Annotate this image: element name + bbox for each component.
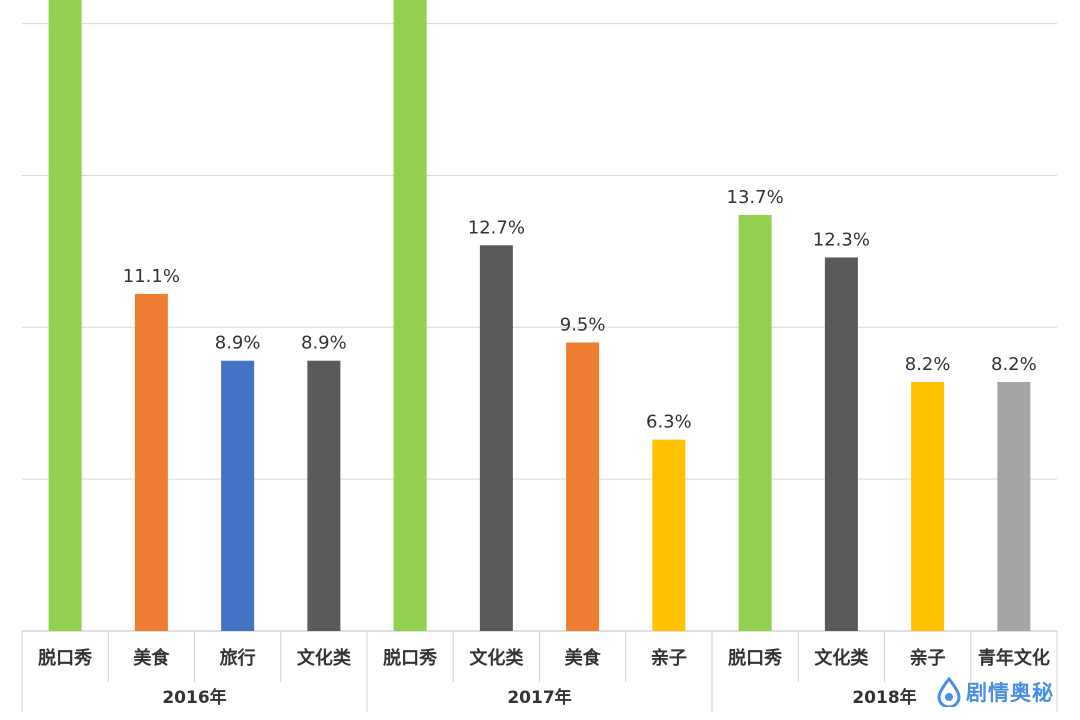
bar — [393, 0, 427, 632]
category-tick-label: 亲子 — [651, 647, 687, 669]
bar — [824, 257, 858, 631]
drop-logo-icon — [937, 677, 961, 707]
category-tick-label: 美食 — [565, 647, 602, 669]
bar — [134, 293, 168, 631]
data-label: 8.2% — [991, 354, 1037, 375]
category-tick-label: 脱口秀 — [728, 647, 782, 669]
group-tick-label: 2016年 — [162, 687, 226, 708]
data-label: 12.7% — [468, 217, 525, 238]
bar — [48, 0, 82, 632]
bar — [566, 342, 600, 631]
bar — [307, 360, 341, 631]
category-tick-label: 旅行 — [220, 647, 256, 669]
data-label: 6.3% — [646, 412, 692, 433]
bar — [997, 381, 1031, 631]
bar — [221, 360, 255, 631]
data-label: 8.9% — [215, 333, 261, 354]
data-label: 11.1% — [123, 266, 180, 287]
category-tick-label: 亲子 — [910, 647, 946, 669]
bar — [911, 381, 945, 631]
data-label: 13.7% — [727, 187, 784, 208]
watermark-text: 剧情奥秘 — [966, 681, 1054, 705]
group-tick-label: 2017年 — [507, 687, 571, 708]
category-tick-label: 美食 — [133, 647, 170, 669]
data-label: 12.3% — [813, 229, 870, 250]
data-label: 8.2% — [905, 354, 951, 375]
watermark: 剧情奥秘 — [936, 675, 1054, 709]
category-tick-label: 青年文化 — [978, 647, 1050, 669]
data-label: 9.5% — [560, 314, 606, 335]
bar — [479, 245, 513, 631]
category-tick-label: 文化类 — [469, 647, 524, 669]
bar — [738, 214, 772, 631]
bar — [652, 439, 686, 631]
data-label: 8.9% — [301, 333, 347, 354]
group-tick-label: 2018年 — [852, 687, 916, 708]
category-tick-label: 脱口秀 — [383, 647, 437, 669]
category-tick-label: 文化类 — [814, 647, 869, 669]
category-tick-label: 文化类 — [297, 647, 352, 669]
category-tick-label: 脱口秀 — [38, 647, 92, 669]
